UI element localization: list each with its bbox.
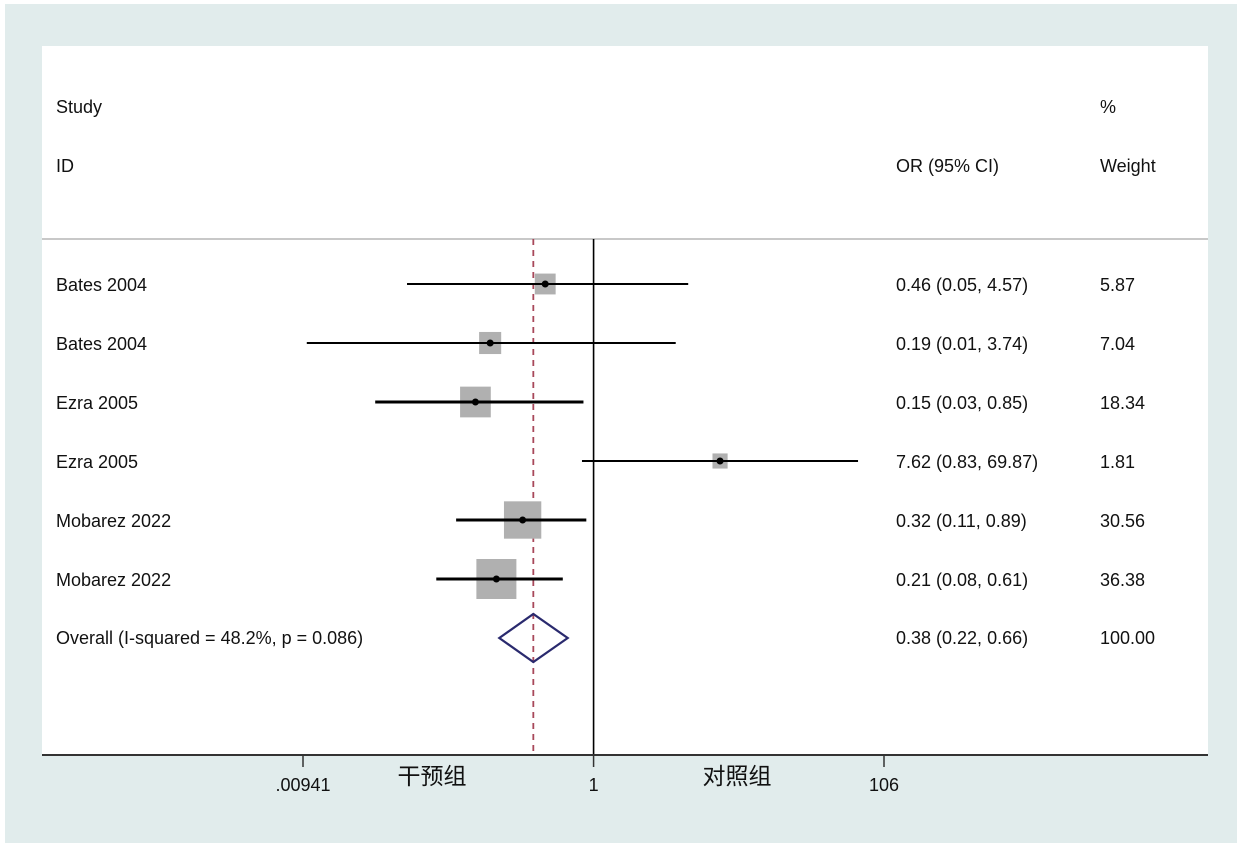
study-row: Mobarez 2022 0.21 (0.08, 0.61) 36.38	[56, 559, 1145, 599]
weight-text: 18.34	[1100, 393, 1145, 413]
effect-text: 7.62 (0.83, 69.87)	[896, 452, 1038, 472]
header-weight-percent: %	[1100, 97, 1116, 117]
weight-text: 30.56	[1100, 511, 1145, 531]
x-axis-right-label: 对照组	[703, 764, 772, 790]
study-row: Bates 2004 0.19 (0.01, 3.74) 7.04	[56, 331, 1135, 355]
point-estimate	[541, 280, 549, 288]
x-tick-label: 106	[869, 775, 899, 795]
study-row: Mobarez 2022 0.32 (0.11, 0.89) 30.56	[56, 501, 1145, 539]
overall-diamond	[497, 612, 570, 664]
point-estimate	[492, 575, 500, 583]
study-id: Bates 2004	[56, 334, 147, 354]
study-id: Ezra 2005	[56, 393, 138, 413]
study-id: Ezra 2005	[56, 452, 138, 472]
point-estimate	[716, 457, 724, 465]
x-axis-ticks: .00941 1 106	[275, 755, 899, 795]
overall-weight-text: 100.00	[1100, 628, 1155, 648]
weight-text: 5.87	[1100, 275, 1135, 295]
effect-text: 0.32 (0.11, 0.89)	[896, 511, 1027, 531]
effect-text: 0.46 (0.05, 4.57)	[896, 275, 1028, 295]
point-estimate	[486, 339, 494, 347]
weight-text: 7.04	[1100, 334, 1135, 354]
x-axis-left-label: 干预组	[398, 764, 467, 790]
effect-text: 0.15 (0.03, 0.85)	[896, 393, 1028, 413]
header-study: Study	[56, 97, 102, 117]
point-estimate	[519, 516, 527, 524]
x-tick-label: .00941	[275, 775, 330, 795]
weight-text: 36.38	[1100, 570, 1145, 590]
x-tick-label: 1	[589, 775, 599, 795]
plot-area	[42, 46, 1208, 755]
overall-effect-text: 0.38 (0.22, 0.66)	[896, 628, 1028, 648]
effect-text: 0.21 (0.08, 0.61)	[896, 570, 1028, 590]
study-id: Bates 2004	[56, 275, 147, 295]
weight-text: 1.81	[1100, 452, 1135, 472]
overall-label: Overall (I-squared = 48.2%, p = 0.086)	[56, 628, 363, 648]
effect-text: 0.19 (0.01, 3.74)	[896, 334, 1028, 354]
study-id: Mobarez 2022	[56, 511, 171, 531]
study-row: Ezra 2005 0.15 (0.03, 0.85) 18.34	[56, 386, 1145, 418]
study-row: Bates 2004 0.46 (0.05, 4.57) 5.87	[56, 273, 1135, 295]
header-effect: OR (95% CI)	[896, 156, 999, 176]
header-weight: Weight	[1100, 156, 1156, 176]
study-row: Ezra 2005 7.62 (0.83, 69.87) 1.81	[56, 452, 1135, 472]
study-id: Mobarez 2022	[56, 570, 171, 590]
header-id: ID	[56, 156, 74, 176]
point-estimate	[471, 398, 479, 406]
